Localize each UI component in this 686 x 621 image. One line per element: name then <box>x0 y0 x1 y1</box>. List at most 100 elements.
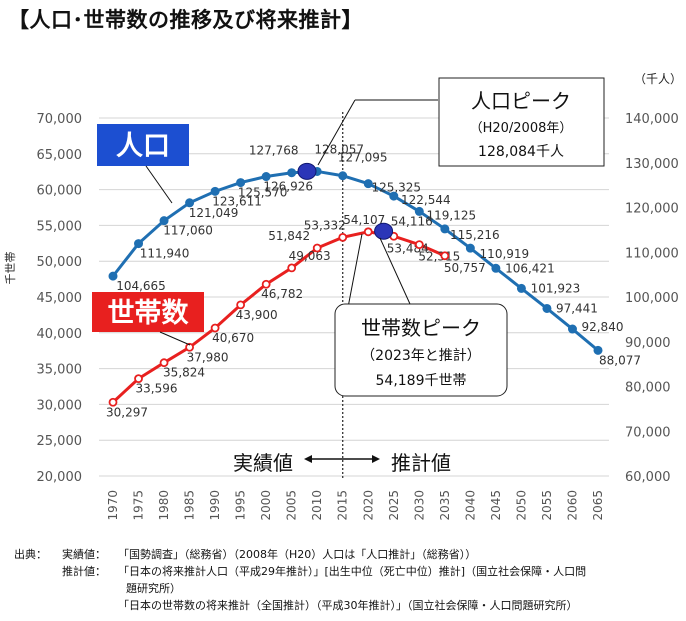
right-tick-label: 80,000 <box>625 381 671 396</box>
population-data-label: 111,940 <box>140 247 190 261</box>
x-tick-label: 1975 <box>132 490 146 521</box>
household-point <box>185 342 194 352</box>
population-data-label: 126,926 <box>263 180 313 194</box>
pop-peak-title: 人口ピーク <box>471 89 571 113</box>
household-point <box>338 232 348 242</box>
right-tick-label: 110,000 <box>625 246 679 261</box>
left-tick-label: 70,000 <box>37 112 83 127</box>
hh-peak-subtitle: （2023年と推計） <box>361 348 481 364</box>
household-series: 30,297 33,596 35,824 37,980 40,670 43,900 46,7… <box>106 213 486 419</box>
household-point <box>134 374 143 384</box>
x-tick-label: 2050 <box>514 490 528 521</box>
population-data-label: 104,665 <box>116 279 166 293</box>
page-title: 【人口･世帯数の推移及び将来推計】 <box>8 8 363 32</box>
left-tick-label: 25,000 <box>37 434 83 449</box>
household-data-label: 43,900 <box>236 308 278 322</box>
pop-peak-value: 128,084千人 <box>478 144 564 160</box>
population-line <box>111 169 599 352</box>
x-tick-label: 1985 <box>183 490 197 521</box>
x-tick-label: 1970 <box>106 490 120 521</box>
population-data-label: 92,840 <box>581 320 623 334</box>
population-data-label: 106,421 <box>505 261 555 275</box>
right-tick-label: 90,000 <box>625 336 671 351</box>
x-tick-label: 2040 <box>463 490 477 521</box>
household-point <box>287 263 297 273</box>
x-tick-label: 2065 <box>591 490 605 521</box>
right-tick-label: 100,000 <box>625 291 679 306</box>
x-tick-label: 2045 <box>489 490 503 521</box>
population-point <box>542 303 552 313</box>
right-tick-label: 130,000 <box>625 157 679 172</box>
population-data-label: 121,049 <box>189 206 239 220</box>
estimate-label: 推計値 <box>391 451 451 475</box>
legend-household-label: 世帯数 <box>108 297 190 329</box>
x-axis-ticks: 1970 1975 1980 1985 1990 1995 2000 2005 2010 2015… <box>106 490 605 521</box>
household-point <box>414 240 424 250</box>
population-data-label: 97,441 <box>556 301 598 315</box>
household-point <box>210 323 220 333</box>
hh-peak-box <box>334 303 508 397</box>
population-point <box>414 206 424 216</box>
hh-peak-title: 世帯数ピーク <box>361 316 481 340</box>
x-tick-label: 2030 <box>412 490 426 521</box>
population-point <box>159 216 169 226</box>
population-data-label: 119,125 <box>427 208 477 222</box>
population-point <box>134 239 144 249</box>
population-data-label: 123,611 <box>212 194 262 208</box>
x-tick-label: 1995 <box>234 490 248 521</box>
population-point <box>338 171 348 181</box>
estimate-source-prefix: 推計値： <box>62 565 106 578</box>
x-tick-label: 2020 <box>361 490 375 521</box>
left-tick-label: 45,000 <box>37 291 83 306</box>
right-axis-ticks: 60,000 70,000 80,000 90,000 100,000 110,000 12… <box>625 112 679 485</box>
household-data-label: 51,842 <box>268 229 310 243</box>
household-point <box>159 358 169 368</box>
x-tick-label: 2000 <box>259 490 273 521</box>
right-tick-label: 140,000 <box>625 112 679 127</box>
household-point <box>363 227 373 237</box>
right-axis-label: （千人） <box>634 72 682 86</box>
legend-population-pointer <box>145 165 173 204</box>
legend-population-box <box>97 124 189 166</box>
right-tick-label: 60,000 <box>625 470 671 485</box>
population-data-label: 125,570 <box>238 186 288 200</box>
left-tick-label: 20,000 <box>37 470 83 485</box>
legend-household-box <box>92 292 204 332</box>
population-data-label: 88,077 <box>599 353 641 367</box>
population-data-label: 127,095 <box>338 151 388 165</box>
population-point <box>236 178 246 188</box>
household-data-label: 54,107 <box>343 213 385 227</box>
population-point <box>108 271 118 281</box>
household-data-label: 46,782 <box>261 287 303 301</box>
actual-source-text: 「国勢調査」（総務省）（2008年（H20）人口は「人口推計」（総務省）） <box>118 548 477 561</box>
population-point <box>389 191 399 201</box>
household-data-label: 50,757 <box>444 261 486 275</box>
household-peak-marker <box>374 222 394 240</box>
right-tick-label: 70,000 <box>625 425 671 440</box>
x-tick-label: 2060 <box>565 490 579 521</box>
household-data-label: 52,315 <box>418 250 460 264</box>
household-point <box>440 251 450 261</box>
pop-peak-subtitle: （H20/2008年） <box>470 121 573 136</box>
population-data-label: 127,768 <box>249 144 299 158</box>
population-point <box>185 198 195 208</box>
estimate-source-text-cont: 題研究所） <box>126 582 181 595</box>
pop-peak-pointer <box>317 99 356 166</box>
left-tick-label: 60,000 <box>37 184 83 199</box>
x-tick-label: 2025 <box>387 490 401 521</box>
actual-label: 実績値 <box>233 451 293 475</box>
population-point <box>567 324 577 334</box>
population-point <box>440 224 450 234</box>
x-tick-label: 2010 <box>310 490 324 521</box>
left-axis-ticks: 20,000 25,000 30,000 35,000 40,000 45,000 50,0… <box>37 112 83 485</box>
household-data-label: 30,297 <box>106 405 148 419</box>
population-data-label: 110,919 <box>480 247 530 261</box>
household-data-label: 49,063 <box>289 249 331 263</box>
hh-peak-value: 54,189千世帯 <box>376 373 467 389</box>
population-point <box>287 168 297 178</box>
population-point <box>465 243 475 253</box>
estimate-source-text: 「日本の将来推計人口（平成29年推計）」[出生中位（死亡中位）推計]（国立社会保… <box>118 565 587 578</box>
x-tick-label: 1980 <box>157 490 171 521</box>
population-household-chart: 20,000 25,000 30,000 35,000 40,000 45,000 50,0… <box>4 72 682 521</box>
population-point <box>261 172 271 182</box>
